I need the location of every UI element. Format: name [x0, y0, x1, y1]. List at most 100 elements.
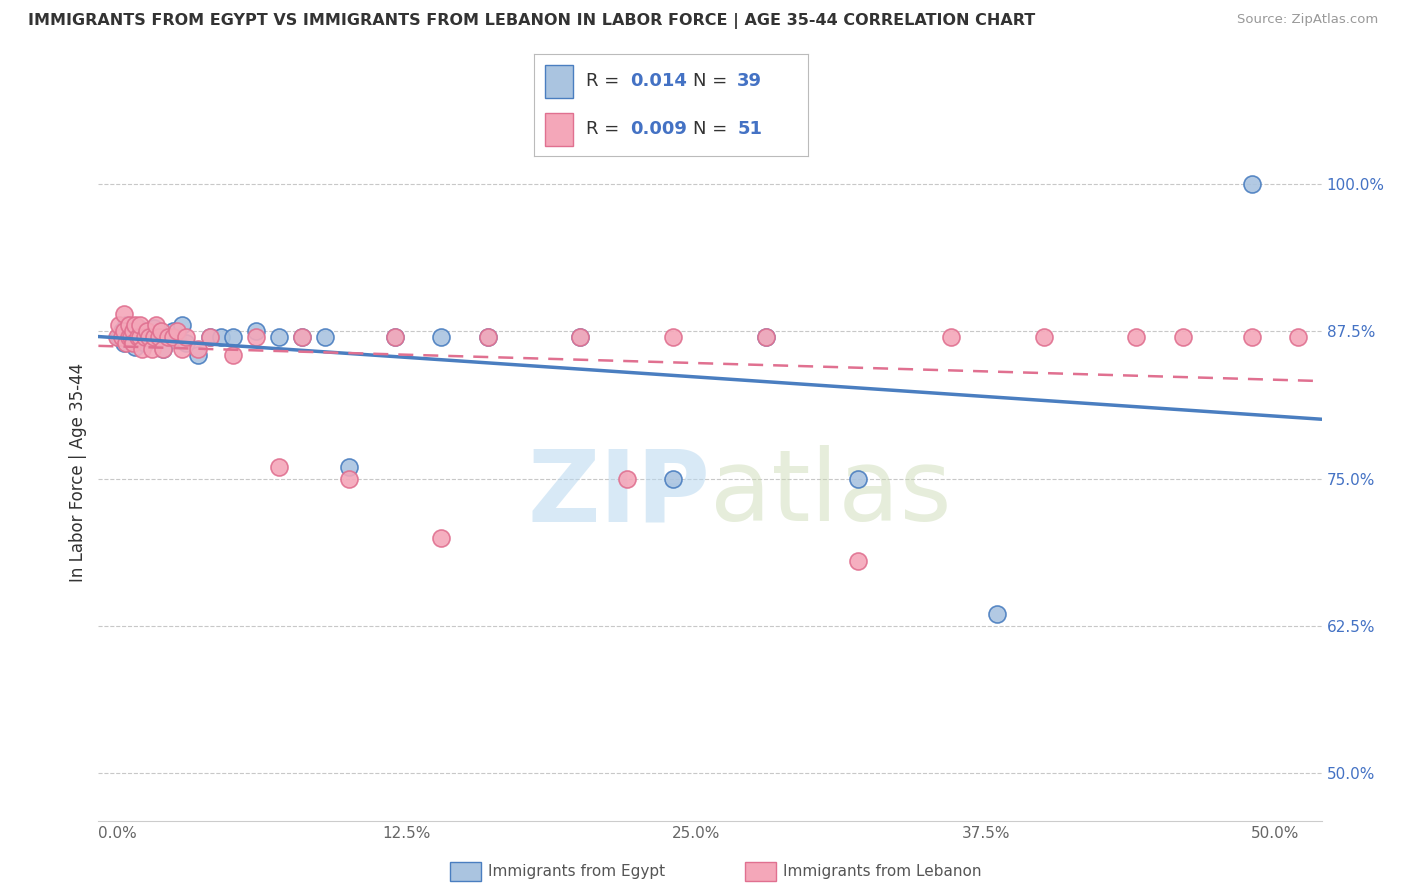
Point: [187, 342, 209, 356]
Point: [569, 330, 592, 344]
Point: [1125, 330, 1147, 344]
Point: [152, 342, 174, 356]
Point: [143, 330, 166, 344]
Point: [198, 330, 221, 344]
Point: [131, 342, 153, 356]
Point: [156, 330, 179, 344]
Point: [110, 324, 132, 338]
Text: Immigrants from Egypt: Immigrants from Egypt: [488, 864, 665, 879]
Point: [846, 554, 869, 568]
Point: [269, 459, 291, 474]
Point: [198, 330, 221, 344]
Point: [170, 318, 193, 333]
Point: [156, 330, 179, 344]
Point: [986, 607, 1008, 622]
Point: [176, 330, 198, 344]
Point: [430, 330, 453, 344]
Point: [166, 324, 188, 338]
Point: [115, 318, 138, 333]
Point: [662, 472, 685, 486]
Point: [112, 307, 135, 321]
Text: Immigrants from Lebanon: Immigrants from Lebanon: [783, 864, 981, 879]
Point: [176, 336, 198, 351]
Point: [569, 330, 592, 344]
Point: [939, 330, 962, 344]
Point: [149, 324, 172, 338]
Point: [141, 330, 163, 344]
Text: Source: ZipAtlas.com: Source: ZipAtlas.com: [1237, 13, 1378, 27]
Point: [314, 330, 336, 344]
Point: [122, 323, 145, 337]
Point: [138, 330, 160, 344]
Point: [269, 330, 291, 344]
Point: [129, 330, 152, 344]
Point: [136, 327, 159, 342]
Point: [162, 324, 184, 338]
Point: [187, 348, 209, 362]
Point: [129, 330, 152, 344]
Text: N =: N =: [693, 72, 734, 90]
Text: 0.014: 0.014: [630, 72, 688, 90]
Point: [477, 330, 499, 344]
Point: [117, 318, 139, 333]
Point: [110, 330, 132, 344]
Point: [134, 330, 156, 344]
Point: [166, 330, 188, 344]
Text: 51: 51: [737, 120, 762, 138]
Point: [148, 330, 170, 344]
Text: 0.009: 0.009: [630, 120, 688, 138]
Point: [337, 472, 360, 486]
Text: IMMIGRANTS FROM EGYPT VS IMMIGRANTS FROM LEBANON IN LABOR FORCE | AGE 35-44 CORR: IMMIGRANTS FROM EGYPT VS IMMIGRANTS FROM…: [28, 13, 1035, 29]
Point: [162, 330, 184, 344]
Y-axis label: In Labor Force | Age 35-44: In Labor Force | Age 35-44: [69, 363, 87, 582]
Text: N =: N =: [693, 120, 734, 138]
Point: [141, 342, 163, 356]
Point: [477, 330, 499, 344]
Point: [115, 336, 138, 351]
Point: [127, 330, 149, 344]
Point: [108, 330, 131, 344]
Point: [1241, 177, 1264, 191]
Point: [1241, 330, 1264, 344]
Point: [1171, 330, 1194, 344]
Point: [384, 330, 406, 344]
Point: [616, 472, 638, 486]
Point: [117, 330, 139, 344]
Point: [120, 330, 142, 344]
Point: [105, 330, 128, 344]
Point: [384, 330, 406, 344]
Point: [245, 330, 267, 344]
Point: [222, 330, 245, 344]
Point: [148, 330, 170, 344]
Point: [291, 330, 314, 344]
FancyBboxPatch shape: [546, 65, 572, 97]
Point: [122, 336, 145, 351]
Point: [127, 320, 149, 334]
Point: [1032, 330, 1054, 344]
Point: [209, 330, 232, 344]
Point: [755, 330, 778, 344]
Text: atlas: atlas: [710, 445, 952, 542]
Text: ZIP: ZIP: [527, 445, 710, 542]
Point: [117, 327, 139, 342]
Point: [136, 324, 159, 338]
Point: [1288, 330, 1310, 344]
Point: [134, 336, 156, 351]
Point: [124, 340, 146, 354]
Point: [143, 320, 166, 334]
Point: [112, 324, 135, 338]
Point: [430, 531, 453, 545]
Point: [108, 318, 131, 333]
Point: [337, 459, 360, 474]
FancyBboxPatch shape: [546, 113, 572, 145]
Point: [846, 472, 869, 486]
Point: [152, 342, 174, 356]
Point: [129, 318, 152, 333]
Point: [662, 330, 685, 344]
Point: [112, 336, 135, 351]
Point: [122, 324, 145, 338]
Text: 39: 39: [737, 72, 762, 90]
Point: [755, 330, 778, 344]
Point: [291, 330, 314, 344]
Text: R =: R =: [586, 72, 626, 90]
